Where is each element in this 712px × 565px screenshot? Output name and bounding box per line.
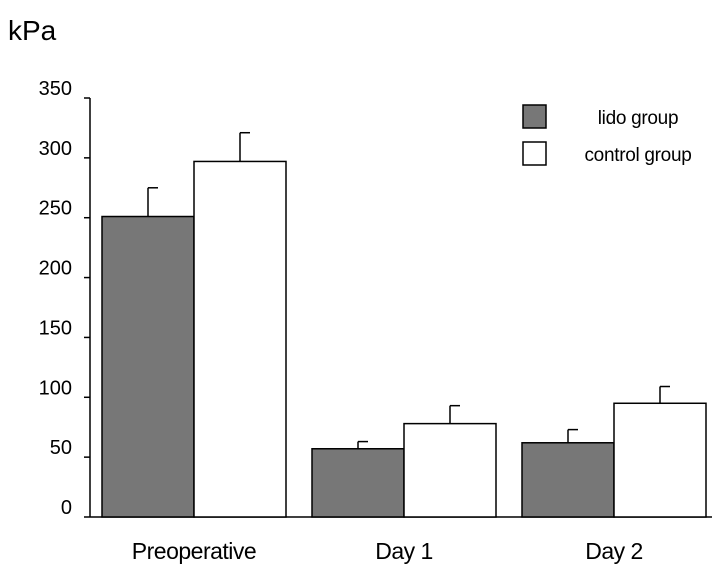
- bar: [193, 160, 287, 518]
- x-tick-label: Day 2: [585, 538, 643, 564]
- y-tick-label: 0: [61, 497, 72, 519]
- x-axis-labels: Preoperative Day 1 Day 2: [132, 538, 644, 564]
- y-tick-label: 50: [50, 437, 72, 459]
- legend-swatch: [522, 104, 547, 129]
- x-tick-label: Day 1: [375, 538, 433, 564]
- bar: [613, 402, 707, 518]
- y-axis-unit-label: kPa: [8, 15, 57, 46]
- bar: [521, 442, 615, 518]
- y-tick-label: 200: [39, 258, 72, 280]
- bar: [311, 448, 405, 518]
- bar: [101, 215, 195, 518]
- y-tick-label: 350: [39, 78, 72, 100]
- legend: lido group control group: [522, 104, 692, 166]
- legend-label: lido group: [598, 108, 678, 129]
- y-tick-label: 100: [39, 377, 72, 399]
- legend-swatch: [522, 141, 547, 166]
- bars: [101, 131, 707, 518]
- bar: [403, 422, 497, 518]
- y-tick-label: 150: [39, 317, 72, 339]
- y-tick-label: 300: [39, 138, 72, 160]
- y-axis-ticks: 0 50 100 150 200 250 300 350: [39, 78, 90, 519]
- y-tick-label: 250: [39, 198, 72, 220]
- x-tick-label: Preoperative: [132, 538, 256, 564]
- legend-label: control group: [584, 145, 691, 166]
